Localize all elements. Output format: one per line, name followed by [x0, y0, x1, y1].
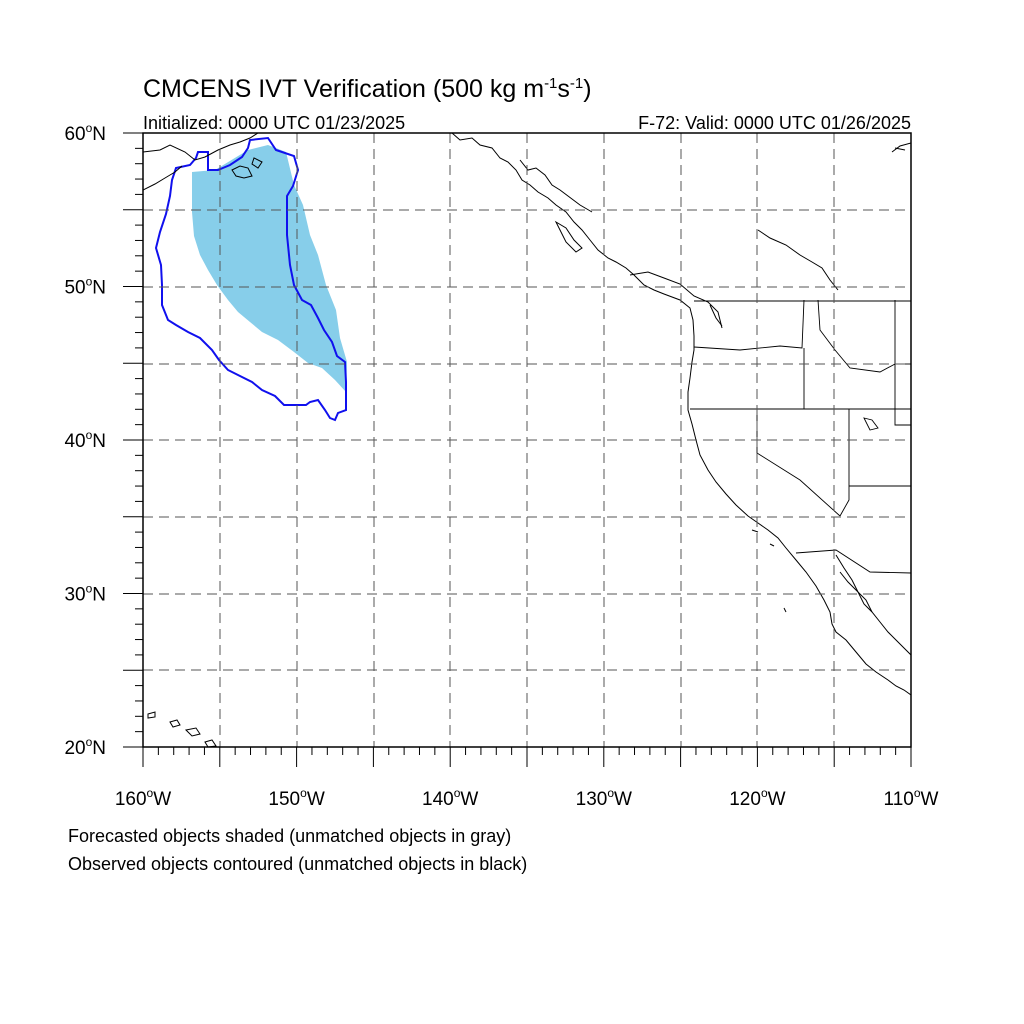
forecast-object-shade	[192, 145, 347, 392]
west-coast-coastline	[451, 133, 911, 696]
lat-tick-label: 30oN	[64, 582, 106, 606]
valid-time: F-72: Valid: 0000 UTC 01/26/2025	[638, 113, 911, 133]
lon-tick-label: 120oW	[729, 786, 785, 810]
lat-tick-label: 50oN	[64, 275, 106, 299]
axis-ticks	[123, 132, 912, 767]
graticule	[143, 133, 911, 747]
legend-forecast-note: Forecasted objects shaded (unmatched obj…	[68, 826, 511, 846]
legend-observed-note: Observed objects contoured (unmatched ob…	[68, 854, 527, 874]
lat-tick-label: 20oN	[64, 735, 106, 759]
lon-tick-label: 160oW	[115, 786, 171, 810]
alaska-coastline	[143, 133, 911, 191]
latitude-labels: 60oN 50oN 40oN 30oN 20oN	[64, 121, 106, 759]
longitude-labels: 160oW 150oW 140oW 130oW 120oW 110oW	[115, 786, 939, 810]
observed-object-contour	[154, 136, 347, 422]
initialized-time: Initialized: 0000 UTC 01/23/2025	[143, 113, 405, 133]
state-borders	[690, 299, 911, 574]
lat-tick-label: 60oN	[64, 121, 106, 145]
figure-title: CMCENS IVT Verification (500 kg m-1s-1)	[143, 75, 592, 103]
lon-tick-label: 150oW	[268, 786, 324, 810]
lon-tick-label: 140oW	[422, 786, 478, 810]
hawaii-islands	[147, 711, 217, 747]
lon-tick-label: 110oW	[884, 786, 939, 810]
lon-tick-label: 130oW	[576, 786, 632, 810]
lat-tick-label: 40oN	[64, 428, 106, 452]
